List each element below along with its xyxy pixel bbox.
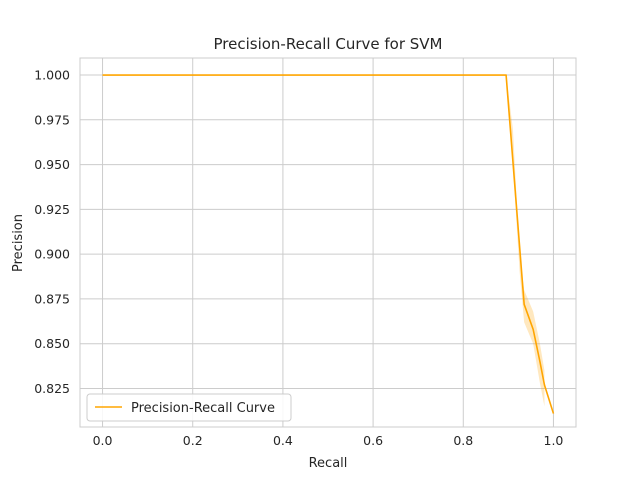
series-0-confidence-band — [506, 75, 545, 407]
y-tick-label: 0.975 — [34, 112, 70, 127]
x-tick-label: 0.6 — [363, 433, 383, 448]
y-tick-label: 0.925 — [34, 202, 70, 217]
series-lines — [102, 74, 555, 414]
x-tick-label: 0.8 — [453, 433, 473, 448]
y-axis-label: Precision — [11, 214, 26, 272]
x-tick-label: 0.0 — [93, 433, 113, 448]
grid — [80, 58, 576, 427]
x-tick-label: 1.0 — [544, 433, 564, 448]
legend-label: Precision-Recall Curve — [131, 401, 275, 416]
plot-frame — [79, 57, 577, 428]
x-axis-label: Recall — [309, 456, 348, 471]
y-tick-labels: 0.825 0.850 0.875 0.900 0.925 0.950 0.975 1.000 — [34, 68, 70, 396]
legend-box — [86, 393, 292, 422]
chart-title: Precision-Recall Curve for SVM — [214, 35, 443, 53]
y-tick-label: 0.875 — [34, 291, 70, 306]
series-0-line — [102, 74, 555, 414]
x-tick-label: 0.4 — [273, 433, 293, 448]
plot-area-border — [79, 57, 577, 428]
y-tick-label: 0.950 — [34, 157, 70, 172]
y-tick-label: 0.900 — [34, 247, 70, 262]
x-tick-label: 0.2 — [183, 433, 203, 448]
confidence-bands — [506, 75, 545, 407]
y-tick-label: 0.850 — [34, 336, 70, 351]
legend: Precision-Recall Curve — [86, 393, 292, 422]
y-tick-label: 0.825 — [34, 381, 70, 396]
y-tick-label: 1.000 — [34, 68, 70, 83]
x-tick-labels: 0.0 0.2 0.4 0.6 0.8 1.0 — [93, 433, 564, 448]
